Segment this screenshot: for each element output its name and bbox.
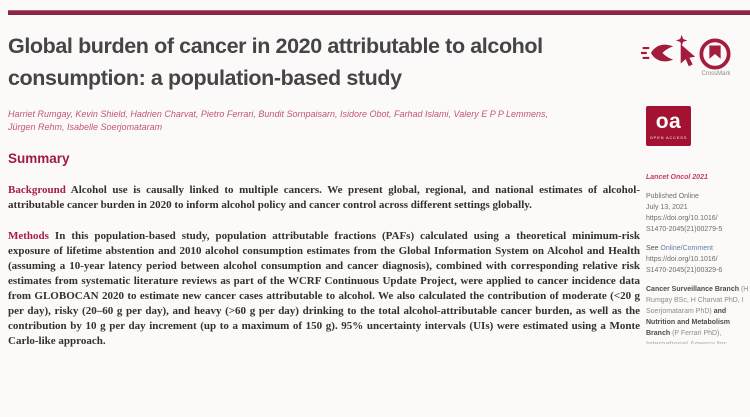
background-paragraph: Background Alcohol use is causally linke… (8, 183, 640, 213)
see-online-comment-link[interactable]: Online/Comment (660, 245, 713, 252)
bird-icon (641, 44, 674, 62)
affiliation-block: Cancer Surveillance Branch (H Rumgay BSc… (646, 284, 750, 339)
published-date: July 13, 2021 (646, 204, 688, 211)
see-prefix: See (646, 245, 661, 252)
background-lead: Background (8, 184, 66, 196)
margin-sidebar: Lancet Oncol 2021 Published Online July … (646, 172, 750, 344)
comment-doi-part2[interactable]: S1470-2045(21)00329-6 (646, 267, 723, 274)
journal-citation: Lancet Oncol 2021 (646, 174, 708, 181)
affiliation-names2: (P Ferrari PhD), (670, 330, 722, 337)
see-online-block: See Online/Comment https://doi.org/10.10… (646, 243, 750, 276)
open-access-initials: oa (655, 110, 682, 133)
published-online-block: Published Online July 13, 2021 https://d… (646, 191, 750, 235)
background-text: Alcohol use is causally linked to multip… (8, 184, 640, 211)
author-list: Harriet Rumgay, Kevin Shield, Hadrien Ch… (8, 108, 623, 134)
affiliation-cutoff-line: International Agency for (646, 339, 750, 344)
cursor-sparkle-icon (675, 34, 696, 67)
methods-lead: Methods (8, 230, 49, 242)
article-title: Global burden of cancer in 2020 attribut… (8, 30, 640, 94)
open-access-label: OPEN ACCESS (649, 135, 688, 140)
doi-link-part2[interactable]: S1470-2045(21)00279-5 (646, 226, 723, 233)
comment-doi-part1[interactable]: https://doi.org/10.1016/ (646, 256, 718, 263)
open-access-badge: oa OPEN ACCESS (646, 106, 691, 146)
see-online-line: See Online/Comment (646, 243, 750, 254)
header-rule (8, 10, 750, 15)
author-list-line2: Jürgen Rehm, Isabelle Soerjomataram (8, 122, 163, 132)
header-badges: CrossMark (641, 34, 746, 84)
crossmark-icon[interactable] (699, 38, 731, 70)
crossmark-label[interactable]: CrossMark (701, 71, 731, 77)
doi-link-part1[interactable]: https://doi.org/10.1016/ (646, 215, 718, 222)
affiliation-names1: (H Rumgay BSc, H Charvat PhD, I Soerjoma… (646, 286, 749, 315)
published-online-label: Published Online (646, 193, 699, 200)
author-list-line1: Harriet Rumgay, Kevin Shield, Hadrien Ch… (8, 109, 549, 119)
article-title-line2: consumption: a population-based study (8, 66, 402, 90)
summary-heading: Summary (8, 151, 70, 166)
methods-text: In this population-based study, populati… (8, 230, 640, 347)
article-title-line1: Global burden of cancer in 2020 attribut… (8, 34, 543, 58)
affiliation-branch2: and Nutrition and Metabolism Branch (646, 308, 730, 337)
affiliation-branch1: Cancer Surveillance Branch (646, 286, 739, 293)
methods-paragraph: Methods In this population-based study, … (8, 229, 640, 349)
